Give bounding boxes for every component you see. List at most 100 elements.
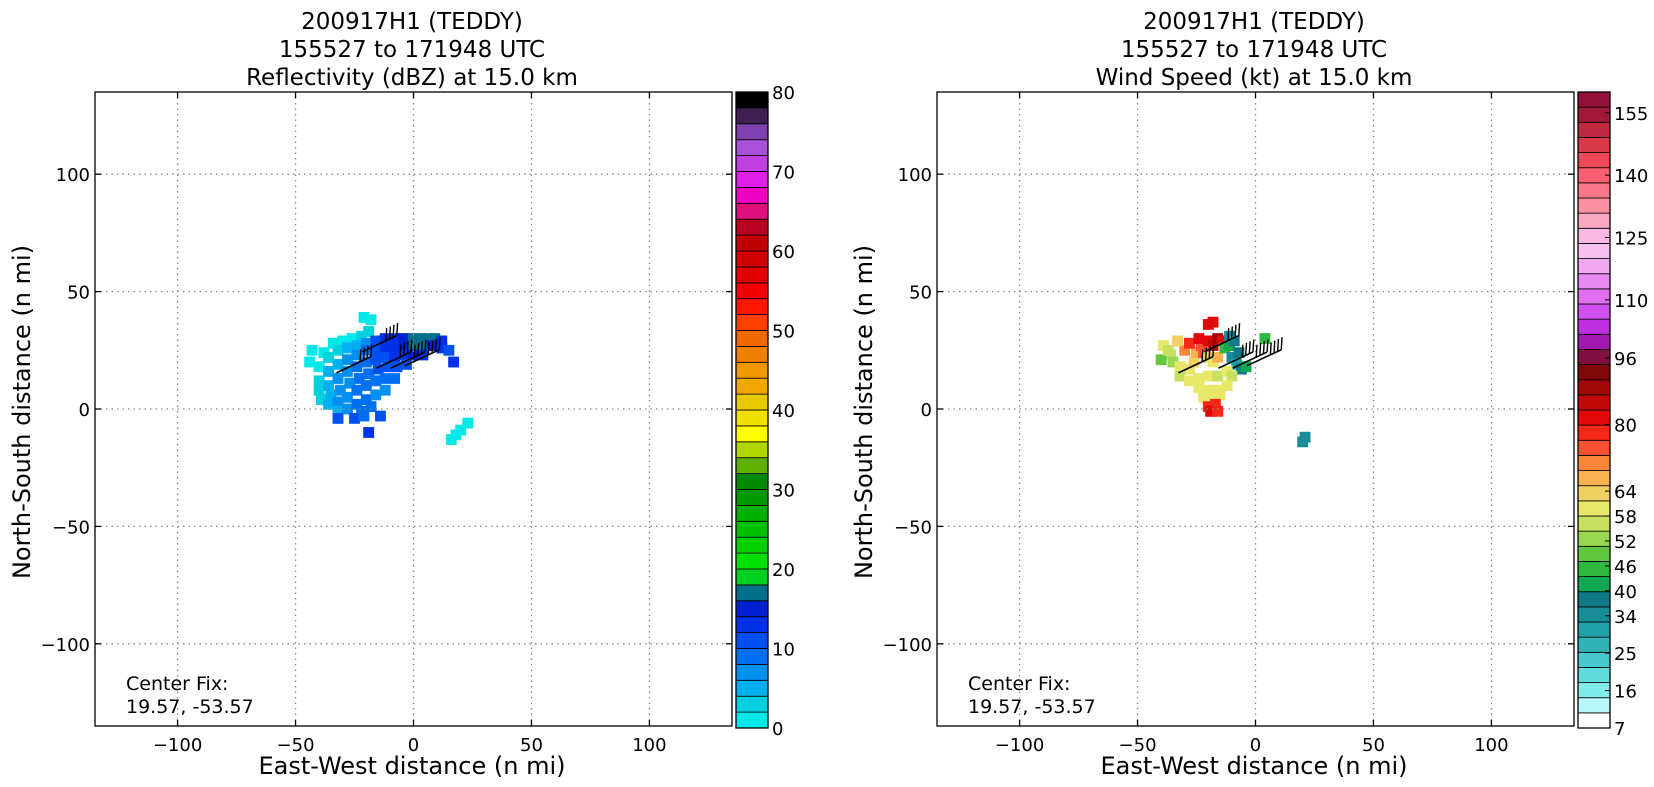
colorbar-segment bbox=[735, 91, 769, 109]
colorbar-segment bbox=[735, 441, 769, 459]
data-cell bbox=[1184, 337, 1195, 349]
colorbar-segment bbox=[1577, 545, 1611, 562]
data-cell bbox=[379, 351, 391, 363]
colorbar-tick-label: 60 bbox=[772, 242, 795, 263]
colorbar-segment bbox=[735, 361, 769, 379]
colorbar-segment bbox=[735, 107, 769, 125]
data-cell bbox=[351, 340, 363, 352]
wind-barb bbox=[1232, 339, 1269, 369]
center-fix-label: Center Fix: bbox=[968, 673, 1070, 695]
colorbar-segment bbox=[1577, 561, 1611, 577]
wind-barb-flag bbox=[1262, 341, 1265, 354]
data-cell bbox=[342, 403, 353, 415]
colorbar-segment bbox=[1577, 530, 1611, 547]
data-cell bbox=[313, 375, 325, 387]
data-cell bbox=[1191, 347, 1202, 359]
wind-barb-flag bbox=[366, 345, 369, 359]
data-cell bbox=[389, 351, 401, 363]
data-cell bbox=[313, 384, 325, 396]
colorbar-tick-label: 80 bbox=[1614, 416, 1637, 437]
chart-title-line-2: 155527 to 171948 UTC bbox=[1121, 37, 1387, 63]
data-cell bbox=[429, 333, 441, 344]
colorbar-tick-label: 40 bbox=[1614, 582, 1637, 603]
colorbar-tick-label: 30 bbox=[772, 481, 795, 502]
colorbar-segment bbox=[735, 552, 769, 570]
wind-barb-flag bbox=[1204, 347, 1208, 361]
colorbar-segment bbox=[1577, 606, 1611, 623]
data-cell bbox=[1233, 347, 1245, 359]
data-cell bbox=[358, 312, 370, 323]
x-tick-label: 100 bbox=[632, 735, 666, 756]
y-tick-label: 100 bbox=[898, 165, 932, 186]
y-tick-label: 50 bbox=[909, 283, 932, 304]
wind-barb-flag bbox=[385, 328, 388, 341]
y-tick-label: 50 bbox=[67, 283, 90, 304]
colorbar-segment bbox=[735, 393, 769, 411]
colorbar-segment bbox=[1577, 364, 1611, 381]
x-tick-label: −50 bbox=[277, 735, 315, 756]
colorbar-segment bbox=[1577, 500, 1611, 517]
wind-barb-staff bbox=[376, 351, 412, 369]
wind-barb bbox=[362, 323, 399, 353]
x-tick-label: 0 bbox=[408, 735, 419, 756]
wind-barb-flag bbox=[406, 341, 409, 354]
colorbar-segment bbox=[735, 536, 769, 554]
colorbar-tick-label: 70 bbox=[772, 163, 795, 184]
data-cell bbox=[1217, 335, 1228, 347]
colorbar-segment bbox=[735, 473, 769, 490]
wind-barb-flag bbox=[438, 337, 441, 350]
data-cell bbox=[337, 335, 349, 347]
colorbar-segment bbox=[1577, 182, 1611, 199]
wind-barb-flag bbox=[420, 341, 423, 354]
data-cell bbox=[408, 333, 419, 344]
data-cell bbox=[360, 394, 372, 406]
data-cell bbox=[351, 384, 363, 396]
wind-barb bbox=[404, 337, 441, 367]
colorbar-segment bbox=[1577, 212, 1611, 229]
data-cell bbox=[1212, 351, 1224, 363]
colorbar-segment bbox=[1577, 621, 1611, 638]
colorbar-segment bbox=[735, 186, 769, 204]
center-fix-value: 19.57, -53.57 bbox=[126, 696, 254, 718]
wind-barb-flag bbox=[1208, 345, 1211, 359]
data-cell bbox=[1174, 361, 1186, 373]
data-cell bbox=[323, 351, 334, 363]
colorbar-tick-label: 110 bbox=[1614, 291, 1648, 312]
colorbar-segment bbox=[735, 568, 769, 586]
colorbar-tick-label: 64 bbox=[1614, 482, 1637, 503]
wind-barb-flag bbox=[392, 324, 395, 338]
data-cell bbox=[1240, 361, 1252, 373]
data-cell bbox=[363, 368, 375, 380]
data-cell bbox=[370, 375, 382, 387]
colorbar-tick-label: 58 bbox=[1614, 507, 1637, 528]
colorbar-segment bbox=[1577, 409, 1611, 426]
y-axis-label: North-South distance (n mi) bbox=[850, 245, 878, 579]
wind-barb-flag bbox=[1266, 339, 1269, 353]
wind-speed-panel: 200917H1 (TEDDY) 155527 to 171948 UTC Wi… bbox=[850, 9, 1648, 780]
wind-barb-flag bbox=[396, 323, 399, 336]
data-cell bbox=[1174, 370, 1186, 382]
wind-barb-flag bbox=[1201, 349, 1204, 362]
wind-barb-flag bbox=[1238, 323, 1241, 336]
y-tick-label: −100 bbox=[883, 635, 932, 656]
wind-barb-flag bbox=[1244, 342, 1248, 356]
data-cell bbox=[408, 349, 419, 361]
data-field bbox=[304, 312, 474, 445]
wind-barb-flag bbox=[417, 342, 420, 356]
colorbar-segment bbox=[1577, 455, 1611, 471]
data-cell bbox=[360, 380, 372, 391]
data-cell bbox=[436, 342, 448, 354]
data-cell bbox=[332, 358, 344, 370]
data-cell bbox=[306, 344, 318, 356]
colorbar-segment bbox=[1577, 424, 1611, 441]
colorbar-segment bbox=[1577, 106, 1611, 123]
data-cell bbox=[346, 333, 358, 344]
wind-barb-flag bbox=[1269, 342, 1272, 355]
data-cell bbox=[391, 361, 403, 373]
data-cell bbox=[1224, 330, 1235, 342]
data-cell bbox=[389, 342, 401, 354]
y-tick-label: 100 bbox=[56, 165, 90, 186]
colorbar-segment bbox=[735, 679, 769, 697]
data-cell bbox=[1299, 431, 1311, 443]
data-cell bbox=[332, 412, 344, 424]
